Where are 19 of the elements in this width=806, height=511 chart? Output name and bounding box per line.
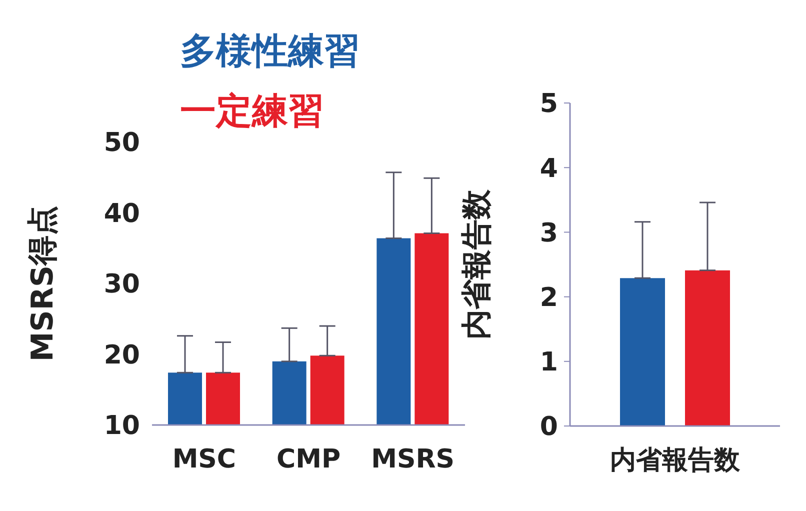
y-tick-label: 5 xyxy=(540,89,558,120)
y-tick-label: 4 xyxy=(540,154,558,184)
x-tick-label: CMP xyxy=(276,444,341,474)
x-tick-label: 内省報告数 xyxy=(610,445,741,476)
y-tick-label: 10 xyxy=(104,411,140,442)
y-tick-label: 20 xyxy=(104,340,140,370)
y-axis-title: MSRS得点 xyxy=(26,205,61,362)
x-tick-label: MSRS xyxy=(371,444,455,474)
y-tick-label: 2 xyxy=(540,283,558,314)
y-axis-title: 内省報告数 xyxy=(460,188,495,340)
y-tick-label: 40 xyxy=(104,198,140,229)
text: 多様性練習 xyxy=(180,30,360,74)
text: 一定練習 xyxy=(180,90,325,134)
x-tick-label: MSC xyxy=(172,444,236,474)
y-tick-label: 30 xyxy=(104,270,140,300)
y-tick-label: 3 xyxy=(540,218,558,248)
y-tick-label: 50 xyxy=(104,128,140,158)
y-tick-label: 0 xyxy=(540,412,558,442)
y-tick-label: 1 xyxy=(540,348,558,378)
